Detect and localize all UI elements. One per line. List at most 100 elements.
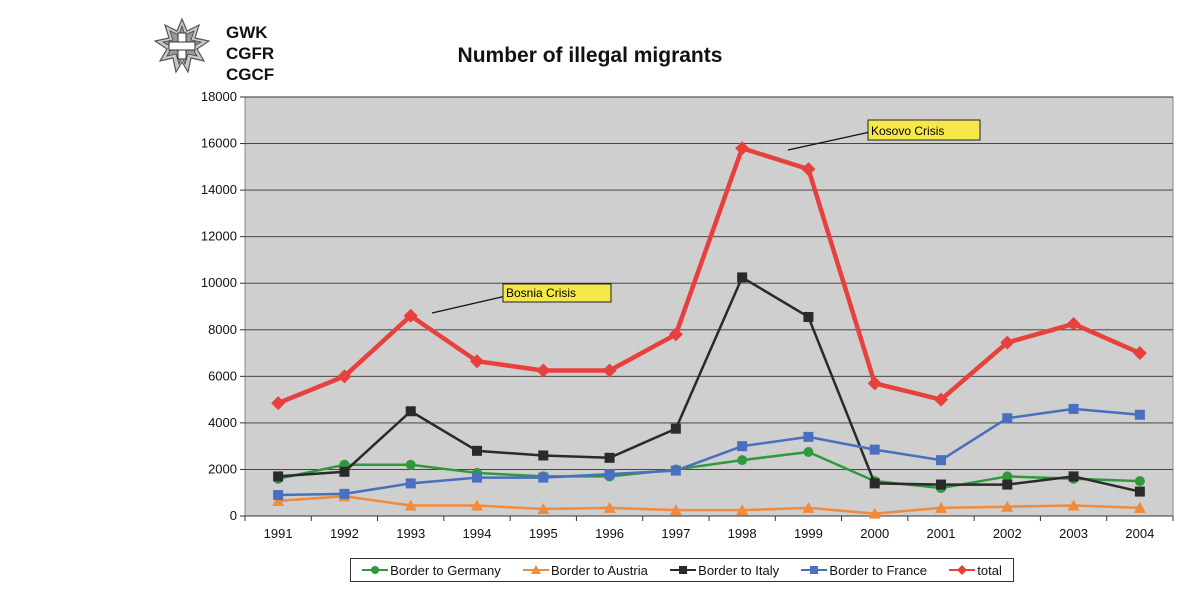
data-point-total: [668, 327, 683, 342]
annotation-label: Kosovo Crisis: [871, 124, 944, 138]
x-tick-label: 2003: [1059, 526, 1088, 541]
x-tick-label: 1994: [463, 526, 492, 541]
y-tick-label: 4000: [208, 415, 237, 430]
data-point-border-to-austria: [736, 504, 749, 516]
x-tick-label: 2001: [927, 526, 956, 541]
series-total: [271, 141, 1147, 411]
x-tick-label: 1993: [396, 526, 425, 541]
data-point-border-to-italy: [737, 272, 748, 283]
data-point-border-to-italy: [803, 311, 814, 322]
x-tick-label: 1999: [794, 526, 823, 541]
legend-swatch-icon: [949, 565, 976, 575]
data-point-total: [934, 392, 948, 407]
legend-item: total: [949, 563, 1002, 578]
legend-swatch-icon: [362, 566, 389, 574]
x-tick-label: 1992: [330, 526, 359, 541]
data-point-border-to-austria: [935, 501, 947, 513]
data-point-border-to-austria: [537, 503, 550, 515]
data-point-border-to-austria: [404, 499, 417, 511]
data-point-total: [470, 354, 484, 369]
data-point-total: [602, 363, 617, 378]
data-point-border-to-germany: [405, 459, 416, 470]
data-point-total: [271, 396, 286, 411]
annotation-callout: Kosovo Crisis: [787, 119, 981, 151]
series-border-to-austria: [272, 490, 1146, 519]
data-point-total: [337, 369, 352, 384]
data-point-border-to-italy: [472, 445, 482, 456]
org-line-cgcf: CGCF: [226, 65, 275, 84]
data-point-border-to-france: [538, 472, 549, 483]
data-point-border-to-italy: [538, 450, 549, 461]
data-point-border-to-austria: [669, 504, 682, 516]
annotation-pointer: [787, 131, 871, 151]
data-point-border-to-austria: [1067, 499, 1080, 511]
y-tick-label: 6000: [208, 368, 237, 383]
data-point-border-to-italy: [936, 479, 946, 490]
grid-lines: [245, 96, 1173, 517]
legend-swatch-icon: [670, 566, 697, 574]
data-point-border-to-italy: [604, 452, 615, 463]
legend-label: Border to Germany: [390, 562, 501, 578]
data-point-border-to-austria: [272, 494, 285, 506]
legend-label: Border to France: [829, 562, 927, 578]
y-tick-label: 14000: [201, 182, 237, 197]
series-line-border-to-france: [278, 407, 1140, 497]
x-axis: 1991 1992 1993 1994 1995 1996 1997 1998 1999 2000…: [244, 516, 1174, 541]
data-point-total: [536, 363, 551, 378]
data-point-border-to-france: [273, 490, 284, 501]
legend: Border to Germany Border to Austria Border…: [350, 558, 1014, 582]
y-axis: 0 2000 4000 6000 8000 10000 12000 14000 16000 180…: [201, 89, 245, 523]
legend-swatch-icon: [523, 565, 550, 574]
legend-swatch-marker: [531, 565, 542, 574]
data-point-border-to-italy: [1068, 471, 1079, 482]
data-point-border-to-germany: [1134, 476, 1145, 487]
data-point-border-to-austria: [603, 501, 616, 513]
legend-item: Border to France: [801, 563, 927, 578]
data-point-total: [1066, 316, 1081, 331]
data-point-border-to-france: [869, 444, 880, 455]
y-tick-label: 2000: [208, 461, 237, 476]
legend-swatch-marker: [679, 566, 688, 574]
y-tick-label: 0: [230, 508, 237, 523]
y-tick-label: 8000: [208, 322, 237, 337]
data-point-border-to-france: [670, 465, 681, 476]
legend-label: Border to Italy: [698, 562, 780, 578]
data-point-border-to-italy: [273, 471, 284, 482]
annotation-box: [502, 283, 612, 303]
data-point-total: [403, 308, 418, 323]
legend-swatch-icon: [801, 566, 828, 574]
org-line-gwk: GWK: [226, 23, 268, 42]
data-point-border-to-italy: [339, 466, 350, 477]
legend-item: Border to Austria: [523, 563, 648, 578]
data-point-total: [1000, 335, 1015, 350]
data-point-total: [867, 376, 882, 391]
annotation-label: Bosnia Crisis: [506, 286, 576, 300]
y-tick-label: 16000: [201, 136, 237, 151]
x-tick-label: 2000: [860, 526, 889, 541]
plot-area: [244, 96, 1174, 517]
data-point-border-to-france: [1068, 403, 1079, 414]
legend-item: Border to Germany: [362, 563, 501, 578]
data-point-border-to-italy: [869, 478, 880, 489]
series-line-border-to-italy: [278, 276, 1141, 493]
legend-swatch-marker: [371, 566, 380, 574]
legend-label: Border to Austria: [551, 562, 648, 578]
data-point-border-to-france: [1134, 409, 1145, 420]
x-tick-label: 2002: [993, 526, 1022, 541]
org-line-cgfr: CGFR: [226, 44, 275, 63]
data-point-border-to-italy: [1134, 486, 1145, 497]
annotation-callout: Bosnia Crisis: [431, 283, 612, 314]
y-tick-label: 10000: [201, 275, 237, 290]
data-point-border-to-germany: [1002, 471, 1013, 482]
organization-label: GWK CGFR CGCF: [226, 22, 274, 85]
data-point-border-to-austria: [1001, 500, 1014, 512]
annotation-pointer: [431, 295, 507, 314]
annotation-box: [867, 119, 981, 141]
data-point-border-to-france: [803, 431, 814, 442]
x-tick-label: 2004: [1125, 526, 1154, 541]
data-point-border-to-france: [1002, 413, 1013, 424]
data-point-border-to-germany: [803, 446, 814, 457]
series-group: [271, 141, 1147, 519]
series-border-to-france: [273, 403, 1145, 501]
